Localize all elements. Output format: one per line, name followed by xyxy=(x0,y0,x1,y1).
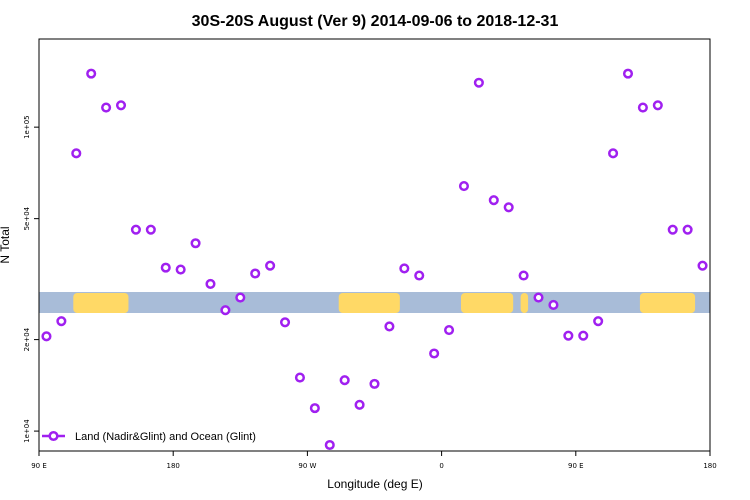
x-tick-label: 0 xyxy=(439,462,443,470)
data-point xyxy=(324,439,335,451)
data-point xyxy=(369,378,380,389)
data-point xyxy=(458,181,470,192)
data-point xyxy=(115,100,127,111)
y-tick-label: 2e+04 xyxy=(23,327,31,351)
y-axis: 1e+04 2e+04 5e+04 1e+05 xyxy=(23,115,39,443)
y-tick-label: 1e+05 xyxy=(23,115,31,139)
data-point xyxy=(563,330,574,341)
data-point xyxy=(205,278,216,289)
data-point xyxy=(71,148,82,159)
data-point xyxy=(503,202,514,213)
legend-marker-swatch xyxy=(48,430,59,442)
data-point xyxy=(384,321,395,332)
land-region xyxy=(460,293,514,313)
data-point xyxy=(488,195,499,206)
data-point xyxy=(145,224,156,235)
land-region xyxy=(520,293,529,313)
data-point xyxy=(86,68,97,79)
data-point xyxy=(294,372,305,383)
x-tick-label: 90 E xyxy=(568,462,584,470)
data-point xyxy=(622,68,634,79)
x-tick-label: 90 E xyxy=(31,462,47,470)
x-axis-label: Longitude (deg E) xyxy=(327,477,422,491)
surface-band xyxy=(39,292,710,313)
y-tick-label: 5e+04 xyxy=(23,206,31,230)
data-point xyxy=(354,399,365,410)
data-point xyxy=(682,224,693,235)
data-point xyxy=(667,224,678,235)
data-points xyxy=(41,68,708,451)
data-point xyxy=(130,224,141,235)
data-point xyxy=(533,292,544,303)
data-point xyxy=(279,317,291,328)
y-tick-label: 1e+04 xyxy=(23,419,31,443)
data-point xyxy=(593,316,604,327)
x-tick-label: 180 xyxy=(167,462,180,470)
legend-label: Land (Nadir&Glint) and Ocean (Glint) xyxy=(75,431,256,443)
x-tick-label: 90 W xyxy=(298,462,316,470)
data-point xyxy=(160,262,171,273)
chart-title: 30S-20S August (Ver 9) 2014-09-06 to 201… xyxy=(192,13,559,30)
data-point xyxy=(339,375,350,386)
data-point xyxy=(265,260,276,271)
data-point xyxy=(444,325,455,336)
data-point xyxy=(652,100,663,111)
data-point xyxy=(608,148,619,159)
x-axis: 90 E 180 90 W 0 90 E 180 xyxy=(31,451,717,470)
data-point xyxy=(56,316,67,327)
data-point xyxy=(175,264,186,275)
data-point xyxy=(220,305,231,316)
data-point xyxy=(518,270,529,281)
data-point xyxy=(101,102,112,113)
x-tick-label: 180 xyxy=(703,462,716,470)
data-point xyxy=(697,260,708,271)
data-point xyxy=(250,268,261,279)
plot-frame xyxy=(38,38,711,452)
y-axis-label: N Total xyxy=(0,226,12,263)
data-point xyxy=(414,270,425,281)
data-point xyxy=(399,263,410,274)
data-point xyxy=(578,330,589,341)
data-point xyxy=(309,403,320,414)
legend: Land (Nadir&Glint) and Ocean (Glint) xyxy=(42,430,256,443)
land-region xyxy=(639,293,696,313)
land-region xyxy=(338,293,400,313)
data-point xyxy=(190,238,201,249)
data-point xyxy=(637,102,648,113)
data-point xyxy=(429,348,440,359)
data-point xyxy=(473,77,484,88)
land-region xyxy=(73,293,129,313)
data-point xyxy=(235,292,246,303)
data-point xyxy=(41,331,52,342)
data-point xyxy=(548,299,559,311)
